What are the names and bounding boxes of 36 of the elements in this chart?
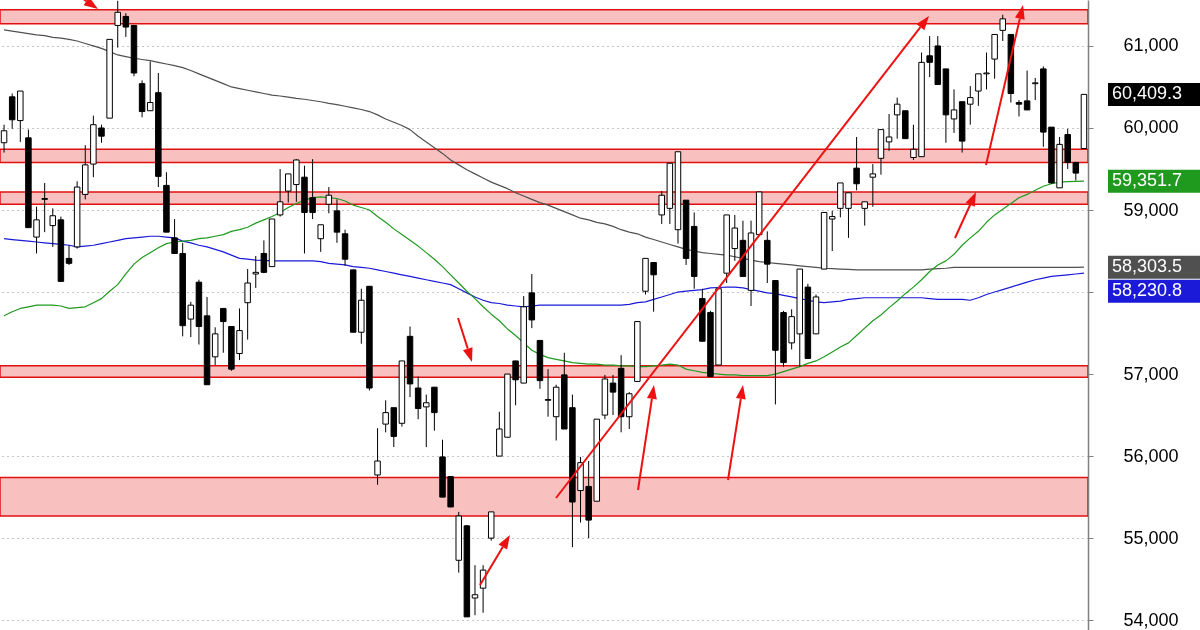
candlestick — [764, 230, 771, 284]
candlestick — [853, 136, 860, 191]
candlestick — [999, 14, 1006, 42]
line-series — [3, 235, 1085, 308]
candlestick — [220, 307, 227, 354]
line-series — [3, 180, 1085, 377]
y-tick-label: 55,000 — [1123, 527, 1179, 548]
y-tick-label: 56,000 — [1123, 445, 1179, 466]
candlestick — [609, 374, 617, 416]
candlestick — [861, 201, 868, 227]
candlestick — [869, 163, 877, 208]
text: 60,409.3 — [1112, 83, 1183, 104]
candlestick — [65, 244, 73, 266]
candlestick — [471, 564, 479, 616]
candlestick — [41, 182, 48, 233]
candlestick — [325, 186, 333, 214]
candlestick — [1023, 70, 1031, 111]
y-tick-label: 59,000 — [1123, 199, 1179, 220]
candlestick — [333, 198, 341, 244]
y-tick-label: 54,000 — [1123, 609, 1179, 630]
candlestick — [1015, 99, 1023, 117]
candlestick — [950, 88, 958, 134]
y-tick-label: 60,000 — [1123, 117, 1179, 138]
y-tick-label: 61,000 — [1123, 35, 1179, 56]
candlestick — [374, 427, 381, 486]
text: 58,303.5 — [1112, 256, 1183, 277]
text: 59,351.7 — [1112, 170, 1183, 191]
candlestick — [244, 268, 251, 341]
candlestick — [885, 113, 893, 152]
candlestick — [544, 368, 552, 418]
text: 58,230.8 — [1112, 280, 1183, 301]
y-tick-label: 57,000 — [1123, 363, 1179, 384]
line-series — [3, 29, 1085, 271]
candlestick — [211, 326, 219, 366]
candlestick — [276, 168, 284, 218]
candlestick — [317, 224, 324, 253]
